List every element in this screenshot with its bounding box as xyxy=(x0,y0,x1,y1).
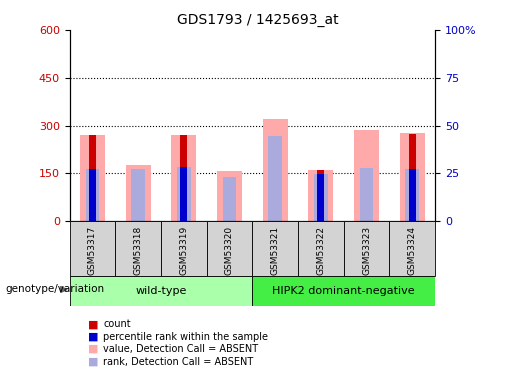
Bar xyxy=(80,135,105,221)
Bar xyxy=(85,169,99,221)
Bar xyxy=(180,167,187,221)
Text: GSM53320: GSM53320 xyxy=(225,226,234,275)
Text: GDS1793 / 1425693_at: GDS1793 / 1425693_at xyxy=(177,13,338,27)
FancyBboxPatch shape xyxy=(252,276,435,306)
Text: GSM53321: GSM53321 xyxy=(271,226,280,275)
Bar xyxy=(405,169,419,221)
Bar xyxy=(317,174,324,221)
Text: GSM53323: GSM53323 xyxy=(362,226,371,275)
Text: value, Detection Call = ABSENT: value, Detection Call = ABSENT xyxy=(103,344,258,354)
Text: GSM53324: GSM53324 xyxy=(408,226,417,274)
Bar xyxy=(177,167,191,221)
Bar xyxy=(409,169,416,221)
FancyBboxPatch shape xyxy=(344,221,389,276)
Bar xyxy=(314,174,328,221)
Bar xyxy=(268,136,282,221)
FancyBboxPatch shape xyxy=(252,221,298,276)
Bar xyxy=(409,134,416,221)
FancyBboxPatch shape xyxy=(207,221,252,276)
Text: GSM53322: GSM53322 xyxy=(316,226,325,274)
Bar xyxy=(263,119,288,221)
Bar xyxy=(89,135,96,221)
Bar xyxy=(222,177,236,221)
Text: ■: ■ xyxy=(88,320,98,329)
Bar xyxy=(131,169,145,221)
Text: GSM53318: GSM53318 xyxy=(133,226,143,275)
Bar xyxy=(217,171,242,221)
FancyBboxPatch shape xyxy=(161,221,207,276)
Text: percentile rank within the sample: percentile rank within the sample xyxy=(103,332,268,342)
Text: GSM53317: GSM53317 xyxy=(88,226,97,275)
Text: genotype/variation: genotype/variation xyxy=(5,285,104,294)
Bar xyxy=(126,165,151,221)
Text: rank, Detection Call = ABSENT: rank, Detection Call = ABSENT xyxy=(103,357,253,366)
FancyBboxPatch shape xyxy=(70,221,115,276)
Bar xyxy=(354,130,379,221)
Bar xyxy=(308,170,334,221)
FancyBboxPatch shape xyxy=(298,221,344,276)
FancyBboxPatch shape xyxy=(115,221,161,276)
Bar xyxy=(89,169,96,221)
Text: ■: ■ xyxy=(88,344,98,354)
FancyBboxPatch shape xyxy=(70,276,252,306)
Text: ■: ■ xyxy=(88,332,98,342)
Bar xyxy=(360,168,373,221)
Bar xyxy=(400,133,425,221)
Bar xyxy=(317,170,324,221)
Text: wild-type: wild-type xyxy=(135,286,186,296)
Text: HIPK2 dominant-negative: HIPK2 dominant-negative xyxy=(272,286,415,296)
Text: GSM53319: GSM53319 xyxy=(179,226,188,275)
Bar xyxy=(180,135,187,221)
Bar xyxy=(171,135,196,221)
FancyBboxPatch shape xyxy=(389,221,435,276)
Text: count: count xyxy=(103,320,131,329)
Text: ■: ■ xyxy=(88,357,98,366)
